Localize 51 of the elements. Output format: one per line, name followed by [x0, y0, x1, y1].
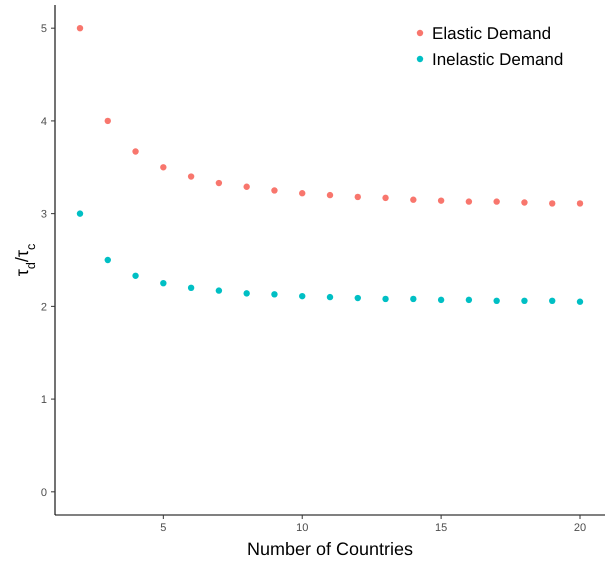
point — [438, 197, 444, 204]
point — [271, 291, 278, 298]
point — [326, 294, 334, 300]
x-tick-label: 20 — [574, 522, 586, 534]
point — [326, 192, 334, 198]
x-tick-label: 10 — [296, 522, 308, 534]
point — [466, 296, 472, 304]
point — [382, 194, 389, 202]
point — [216, 287, 222, 294]
point — [493, 198, 500, 205]
point — [354, 294, 361, 302]
point — [104, 256, 111, 264]
point — [132, 148, 139, 155]
point — [466, 198, 472, 205]
y-tick-label: 1 — [40, 394, 47, 406]
point — [299, 292, 306, 300]
x-tick-label: 5 — [160, 522, 166, 534]
point — [354, 194, 361, 200]
point — [549, 298, 556, 304]
point — [76, 24, 84, 32]
point — [299, 190, 306, 196]
y-tick-label: 2 — [40, 301, 47, 314]
point — [160, 280, 167, 286]
point — [216, 180, 222, 186]
point — [410, 296, 417, 302]
point — [410, 196, 417, 203]
x-axis-title: Number of Countries — [246, 539, 414, 559]
legend-label: Elastic Demand — [432, 24, 552, 43]
point — [549, 200, 556, 207]
y-tick-label: 0 — [40, 486, 47, 499]
x-tick-label: 15 — [434, 522, 448, 534]
point — [160, 164, 167, 170]
point — [382, 296, 389, 302]
point — [104, 118, 111, 124]
point — [576, 200, 584, 207]
y-tick-label: 3 — [40, 208, 47, 221]
point — [493, 298, 500, 304]
point — [576, 298, 584, 305]
point — [243, 290, 250, 297]
y-tick-label: 4 — [40, 116, 47, 128]
point — [243, 184, 250, 190]
point — [188, 284, 194, 292]
point — [132, 272, 139, 279]
point — [188, 173, 194, 180]
point — [76, 210, 84, 217]
point — [521, 199, 528, 206]
point — [521, 298, 528, 304]
legend-label: Inelastic Demand — [432, 50, 564, 69]
point — [438, 296, 444, 304]
y-tick-label: 5 — [40, 23, 47, 36]
point — [271, 187, 278, 194]
